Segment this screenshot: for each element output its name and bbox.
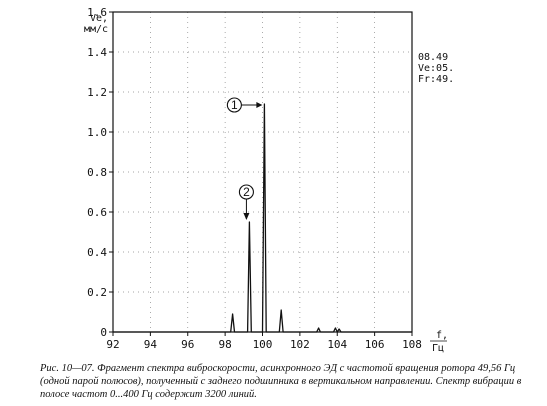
y-tick-label: 1.0 <box>87 126 107 139</box>
y-axis-unit: мм/с <box>84 24 108 35</box>
x-tick-label: 98 <box>219 338 232 351</box>
x-tick-label: 108 <box>402 338 422 351</box>
figure-caption: Рис. 10—07. Фрагмент спектра виброскорос… <box>40 363 522 400</box>
y-tick-label: 0 <box>100 326 107 339</box>
y-tick-label: 0.8 <box>87 166 107 179</box>
readout-line-3: Fr:49. <box>418 74 454 85</box>
peak-marker-2: 2 <box>238 184 254 220</box>
readout-line-2: Ve:05. <box>418 63 454 74</box>
x-tick-label: 102 <box>290 338 310 351</box>
y-tick-label: 1.6 <box>87 6 107 19</box>
peak-marker-2-label: 2 <box>243 185 250 199</box>
peak-annotations: 12 <box>226 97 263 220</box>
readout-line-1: 08.49 <box>418 52 448 63</box>
y-tick-label: 0.6 <box>87 206 107 219</box>
peak-marker-1: 1 <box>226 97 263 113</box>
y-tick-labels: 0 0.2 0.4 0.6 0.8 1.0 1.2 1.4 1.6 <box>87 6 107 339</box>
y-axis-label: Ve, <box>90 13 108 24</box>
x-tick-label: 94 <box>144 338 158 351</box>
y-tick-label: 0.2 <box>87 286 107 299</box>
peak-marker-1-label: 1 <box>231 98 238 112</box>
x-axis-label: f, <box>436 330 448 341</box>
x-tick-label: 104 <box>327 338 347 351</box>
y-tick-label: 0.4 <box>87 246 107 259</box>
grid <box>113 12 412 332</box>
axes <box>109 11 447 342</box>
spectrum-chart: 0 0.2 0.4 0.6 0.8 1.0 1.2 1.4 1.6 92 94 96 98 100 102… <box>84 6 454 354</box>
y-tick-label: 1.2 <box>87 86 107 99</box>
x-tick-label: 96 <box>181 338 194 351</box>
x-tick-label: 106 <box>365 338 385 351</box>
x-tick-label: 92 <box>106 338 119 351</box>
peak-marker-1-arrowhead <box>256 102 263 108</box>
x-tick-label: 100 <box>253 338 273 351</box>
peak-marker-2-arrowhead <box>243 213 250 220</box>
x-axis-unit: Гц <box>432 343 444 354</box>
x-tick-labels: 92 94 96 98 100 102 104 106 108 <box>106 338 422 351</box>
y-tick-label: 1.4 <box>87 46 107 59</box>
